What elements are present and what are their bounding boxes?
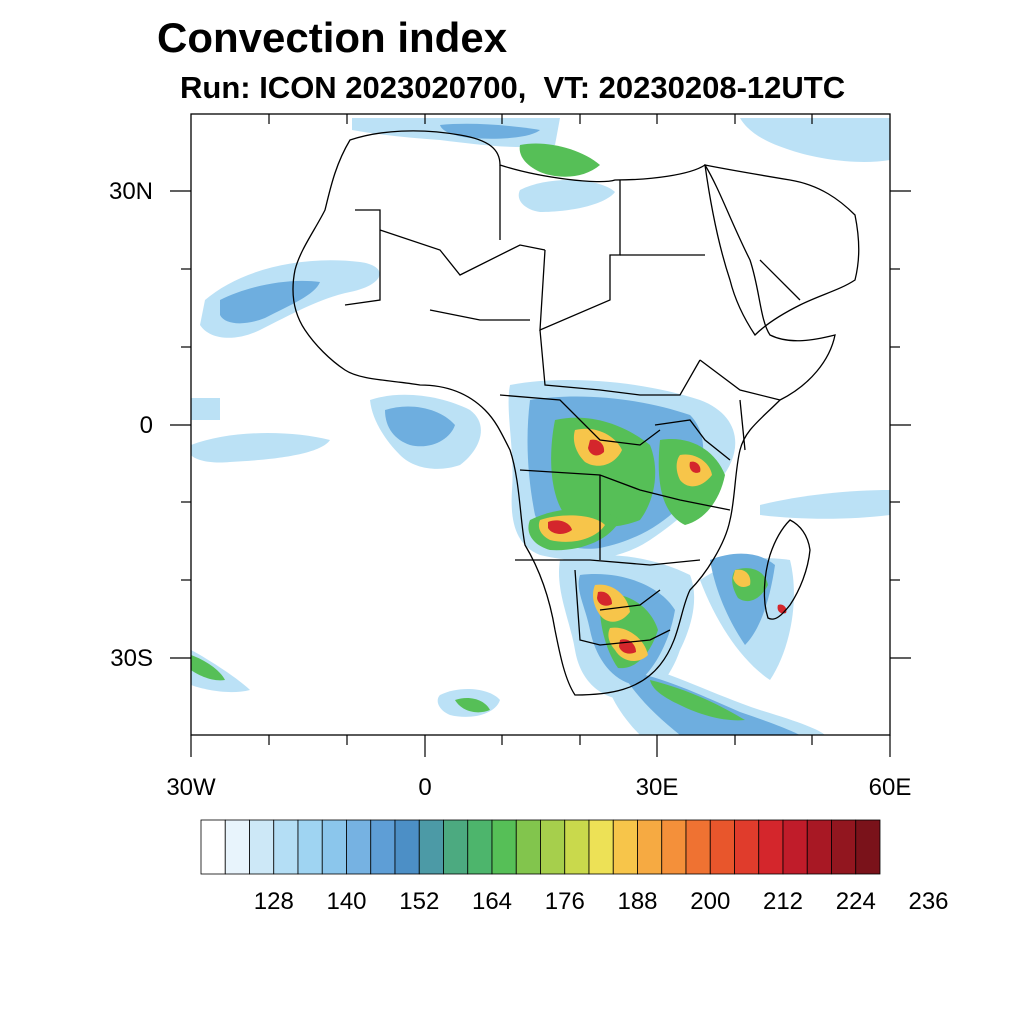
country-boundaries (292, 130, 860, 696)
lon-label-60e: 60E (868, 774, 912, 801)
colorbar-label: 200 (690, 888, 731, 915)
map-title: Convection index (157, 14, 508, 61)
lat-label-0: 0 (139, 412, 153, 439)
map-subtitle: Run: ICON 2023020700, VT: 20230208-12UTC (180, 70, 846, 105)
colorbar-label: 164 (471, 888, 513, 915)
lon-ticks (190, 735, 891, 757)
lon-label-30w: 30W (166, 774, 216, 801)
lat-label-30n: 30N (108, 178, 153, 205)
colorbar-label: 212 (762, 888, 804, 915)
lat-label-30s: 30S (110, 645, 153, 672)
colorbar-label: 188 (617, 888, 658, 915)
colorbar-label: 224 (835, 888, 876, 915)
colorbar-label: 128 (253, 888, 294, 915)
colorbar-label: 236 (908, 888, 949, 915)
lon-label-30e: 30E (635, 774, 679, 801)
lon-label-0: 0 (418, 774, 432, 801)
colorbar-label: 152 (399, 888, 440, 915)
lat-ticks (170, 190, 911, 659)
colorbar-label: 140 (326, 888, 367, 915)
colorbar-label: 176 (544, 888, 585, 915)
convection-field (191, 118, 890, 735)
